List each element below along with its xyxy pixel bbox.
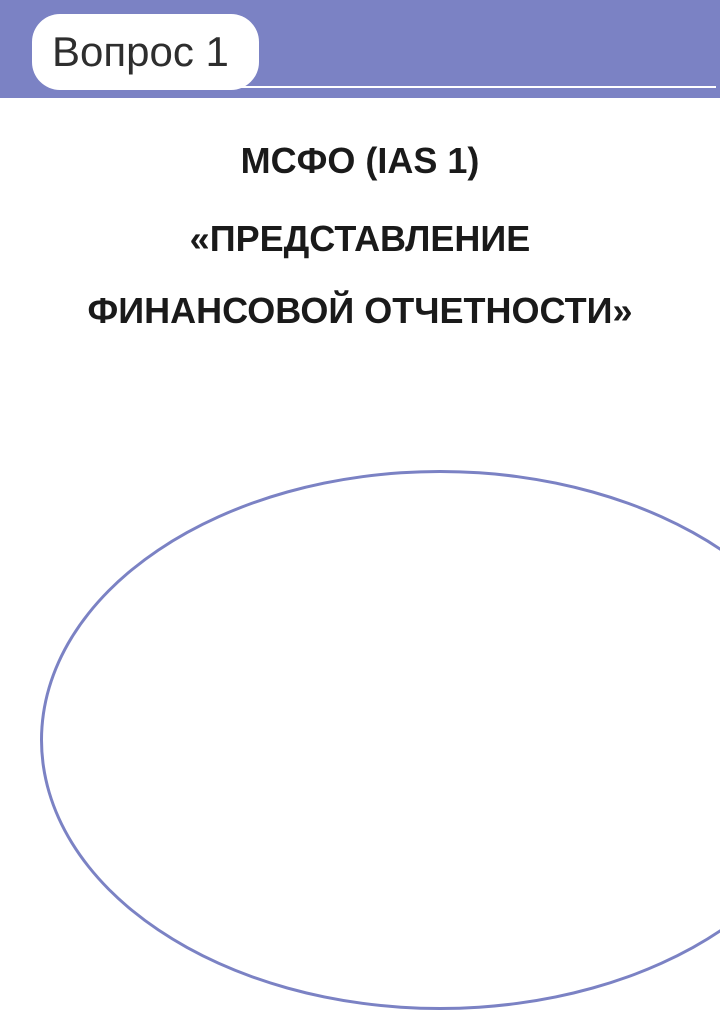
header-divider <box>240 86 716 88</box>
slide-title: Вопрос 1 <box>52 28 229 76</box>
content-line-3: ФИНАНСОВОЙ ОТЧЕТНОСТИ» <box>0 290 720 332</box>
decorative-arc <box>40 470 720 1010</box>
title-box: Вопрос 1 <box>32 14 259 90</box>
content-area: МСФО (IAS 1) «ПРЕДСТАВЛЕНИЕ ФИНАНСОВОЙ О… <box>0 140 720 332</box>
content-line-2: «ПРЕДСТАВЛЕНИЕ <box>0 218 720 260</box>
content-line-1: МСФО (IAS 1) <box>0 140 720 182</box>
